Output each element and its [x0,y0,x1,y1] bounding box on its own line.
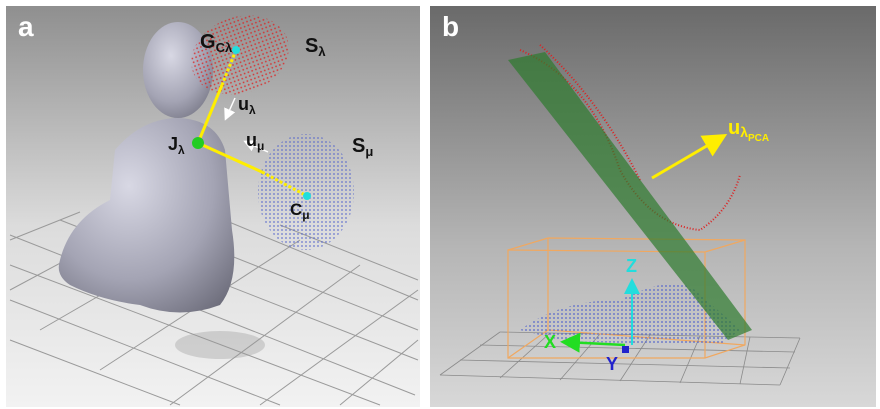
annotation-base: G [200,31,216,53]
figure: a GCλ Sλ uλ Jλ uμ Sμ Cμ b uλPCA Z X Y [0,0,880,409]
joint [192,137,204,149]
label-text: b [442,11,459,42]
panel-label: b [442,11,459,42]
annotation-sub: λ [318,44,326,59]
annotation-base: u [238,94,249,114]
annotation-sub: μ [365,144,373,159]
panel-a: a GCλ Sλ uλ Jλ uμ Sμ Cμ [6,2,420,407]
axis-y [622,346,629,353]
center-lambda [232,46,240,54]
annotation-base: Z [626,256,637,276]
annotation-subsub: PCA [748,133,769,144]
label-text: a [18,11,34,42]
annotation: Y [606,354,618,374]
annotation-base: Y [606,354,618,374]
annotation-base: S [352,135,365,157]
shadow [175,331,265,359]
annotation-base: S [305,35,318,57]
panel-label: a [18,11,34,42]
annotation-base: J [168,134,178,154]
annotation-sub: μ [302,208,309,222]
annotation-sub: λ [740,124,748,140]
annotation-base: C [290,200,302,219]
annotation-base: u [246,130,257,150]
annotation: X [544,332,556,352]
annotation-sub: μ [257,139,264,153]
center-mu [303,192,311,200]
annotation-sub: λ [249,103,256,117]
annotation-base: X [544,332,556,352]
panel-b: b uλPCA Z X Y [430,6,876,407]
annotation-sub: Cλ [216,40,233,55]
annotation: Z [626,256,637,276]
sphere-mu [258,134,354,250]
annotation-sub: λ [178,143,185,157]
annotation-base: u [728,117,740,139]
